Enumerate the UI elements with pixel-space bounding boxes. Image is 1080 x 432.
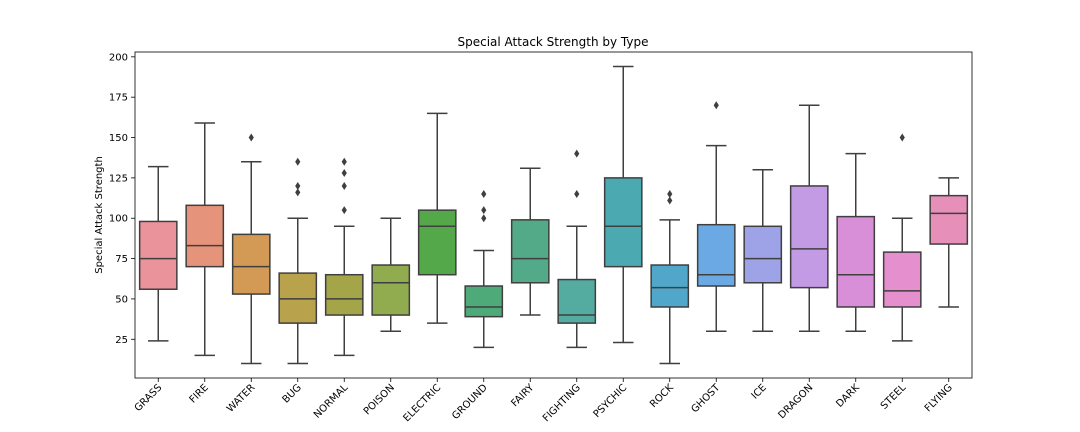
outlier (341, 181, 347, 190)
outlier (574, 190, 580, 199)
box (324, 273, 364, 316)
box (650, 264, 690, 308)
outlier (295, 188, 301, 197)
box (231, 233, 271, 295)
box (557, 278, 597, 324)
box (789, 185, 829, 289)
outlier (341, 206, 347, 215)
y-tick-label: 150 (109, 133, 128, 144)
outlier (295, 157, 301, 166)
box (278, 272, 318, 324)
outlier (481, 214, 487, 223)
y-tick-label: 75 (115, 254, 128, 265)
box (696, 223, 736, 287)
outlier (899, 133, 905, 142)
y-tick-label: 200 (109, 52, 128, 63)
plot-frame (134, 51, 973, 379)
y-tick-label: 175 (109, 93, 128, 104)
outlier (248, 133, 254, 142)
box (138, 220, 178, 290)
outlier (481, 190, 487, 199)
box (464, 285, 504, 318)
y-tick-label: 50 (115, 294, 128, 305)
y-tick-label: 25 (115, 335, 128, 346)
outlier (341, 157, 347, 166)
y-axis-label: Special Attack Strength (94, 156, 105, 274)
outlier (295, 181, 301, 190)
box (417, 209, 457, 276)
box (371, 264, 411, 316)
outlier (667, 190, 673, 199)
outlier (341, 169, 347, 178)
outlier (667, 196, 673, 205)
outlier (713, 101, 719, 110)
box (882, 251, 922, 308)
box (929, 194, 969, 245)
y-tick-label: 125 (109, 173, 128, 184)
chart-title: Special Attack Strength by Type (458, 35, 649, 49)
box (836, 215, 876, 308)
y-tick-label: 100 (109, 214, 128, 225)
outlier (481, 206, 487, 215)
box (185, 204, 225, 268)
box (510, 219, 550, 284)
box (743, 225, 783, 284)
outlier (574, 149, 580, 158)
box (603, 177, 643, 268)
